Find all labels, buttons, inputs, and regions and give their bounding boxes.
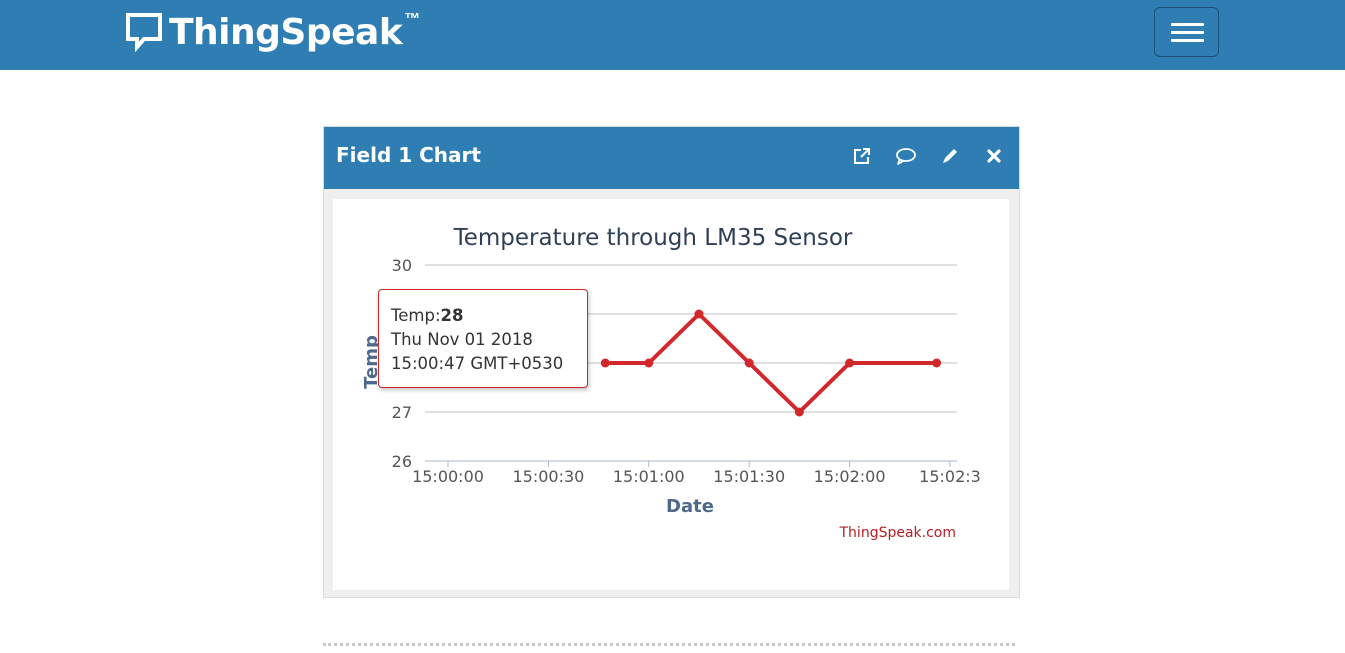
x-axis-label: Date (666, 496, 714, 517)
data-point[interactable] (932, 358, 942, 368)
brand-trademark: ™ (404, 11, 421, 28)
close-icon[interactable] (983, 145, 1005, 167)
comment-icon[interactable] (895, 145, 917, 167)
y-axis-label: Temp (361, 335, 382, 389)
line-chart[interactable]: Temperature through LM35 Sensor 26272829… (333, 199, 1009, 590)
pencil-icon[interactable] (939, 145, 961, 167)
brand-logo[interactable]: ThingSpeak ™ (125, 10, 420, 54)
data-point[interactable] (744, 358, 754, 368)
x-tick-label: 15:00:30 (512, 467, 584, 486)
x-tick-label: 15:02:00 (814, 467, 886, 486)
section-divider (323, 643, 1015, 646)
panel-toolbar (851, 145, 1005, 167)
x-tick-label: 15:00:00 (412, 467, 484, 486)
x-tick-label: 15:01:30 (713, 467, 785, 486)
chart-title: Temperature through LM35 Sensor (453, 225, 853, 251)
data-point[interactable] (600, 358, 610, 368)
tooltip-date: Thu Nov 01 2018 (391, 330, 533, 349)
chart-container: Temperature through LM35 Sensor 26272829… (333, 199, 1009, 590)
chart-credit[interactable]: ThingSpeak.com (839, 525, 957, 541)
data-point[interactable] (845, 358, 855, 368)
x-tick-label: 15:01:00 (613, 467, 685, 486)
y-tick-label: 26 (392, 452, 412, 471)
tooltip-value: 28 (440, 306, 464, 325)
series-temp (600, 309, 942, 417)
data-point[interactable] (694, 309, 704, 319)
speech-bubble-icon (126, 13, 162, 52)
tooltip-time: 15:00:47 GMT+0530 (391, 354, 564, 373)
external-link-icon[interactable] (851, 145, 873, 167)
hamburger-icon (1171, 31, 1204, 34)
data-point[interactable] (794, 407, 804, 417)
chart-panel: Field 1 Chart (323, 126, 1020, 598)
y-tick-label: 27 (392, 403, 412, 422)
brand-name: ThingSpeak (169, 11, 403, 53)
panel-header: Field 1 Chart (324, 127, 1019, 189)
y-tick-label: 30 (392, 256, 412, 275)
data-point[interactable] (644, 358, 654, 368)
chart-tooltip: Temp:28 Thu Nov 01 2018 15:00:47 GMT+053… (378, 289, 588, 388)
menu-toggle-button[interactable] (1154, 7, 1219, 57)
tooltip-value-line: Temp:28 (391, 304, 587, 328)
tooltip-label: Temp: (391, 306, 441, 325)
hamburger-icon (1171, 23, 1204, 26)
hamburger-icon (1171, 39, 1204, 42)
x-tick-label: 15:02:3 (919, 467, 981, 486)
navbar: ThingSpeak ™ (0, 0, 1345, 70)
x-axis-ticks: 15:00:00 15:00:30 15:01:00 15:01:30 15:02:00… (412, 461, 981, 486)
panel-title: Field 1 Chart (336, 143, 481, 167)
